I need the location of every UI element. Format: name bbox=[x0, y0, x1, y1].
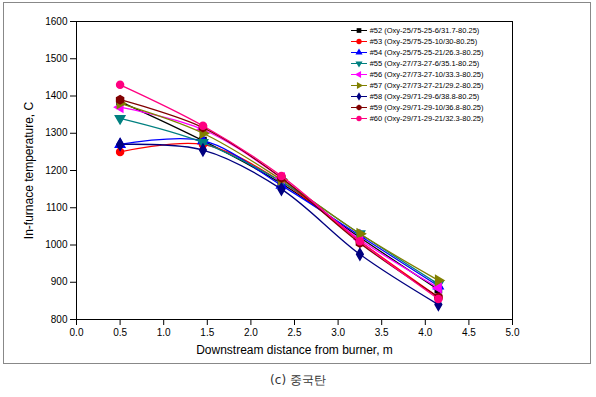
html-text:#55 (Oxy-27/73-27-6/35.1-80.25: #55 (Oxy-27/73-27-6/35.1-80.25) bbox=[369, 58, 480, 68]
svg-text:1.5: 1.5 bbox=[200, 327, 214, 338]
svg-text:2.5: 2.5 bbox=[288, 327, 302, 338]
html-text:#54 (Oxy-25/75-25-21/26.3-80.2: #54 (Oxy-25/75-25-21/26.3-80.25) bbox=[369, 47, 484, 57]
svg-text:1400: 1400 bbox=[45, 90, 68, 101]
svg-text:1200: 1200 bbox=[45, 165, 68, 176]
svg-text:0.5: 0.5 bbox=[113, 327, 127, 338]
svg-text:1000: 1000 bbox=[45, 239, 68, 250]
svg-text:1100: 1100 bbox=[46, 202, 68, 213]
html-text:#59 (Oxy-29/71-29-10/36.8-80.2: #59 (Oxy-29/71-29-10/36.8-80.25) bbox=[369, 102, 484, 112]
html-text:#56 (Oxy-27/73-27-10/33.3-80.2: #56 (Oxy-27/73-27-10/33.3-80.25) bbox=[369, 69, 484, 79]
svg-text:0.0: 0.0 bbox=[70, 327, 84, 338]
html-text:#60 (Oxy-29/71-29-21/32.3-80.2: #60 (Oxy-29/71-29-21/32.3-80.25) bbox=[369, 113, 484, 123]
svg-text:2.0: 2.0 bbox=[244, 327, 258, 338]
svg-text:4.5: 4.5 bbox=[462, 327, 476, 338]
svg-text:4.0: 4.0 bbox=[418, 327, 432, 338]
svg-text:1.0: 1.0 bbox=[157, 327, 171, 338]
svg-text:1600: 1600 bbox=[45, 16, 68, 27]
svg-text:1300: 1300 bbox=[45, 127, 68, 138]
svg-text:5.0: 5.0 bbox=[506, 327, 520, 338]
svg-text:800: 800 bbox=[51, 314, 68, 325]
svg-text:1500: 1500 bbox=[45, 53, 68, 64]
html-text:#57 (Oxy-27/73-27-21/29.2-80.2: #57 (Oxy-27/73-27-21/29.2-80.25) bbox=[369, 80, 484, 90]
html-text:#52 (Oxy-25/75-25-6/31.7-80.25: #52 (Oxy-25/75-25-6/31.7-80.25) bbox=[369, 25, 480, 35]
svg-text:3.0: 3.0 bbox=[331, 327, 345, 338]
svg-text:Downstream distance from burne: Downstream distance from burner, m bbox=[196, 343, 393, 357]
html-text:#53 (Oxy-25/75-25-10/30-80.25): #53 (Oxy-25/75-25-10/30-80.25) bbox=[369, 36, 478, 46]
svg-text:In-furnace temperature, C: In-furnace temperature, C bbox=[22, 101, 36, 239]
html-text:#58 (Oxy-29/71-29-6/38.8-80.25: #58 (Oxy-29/71-29-6/38.8-80.25) bbox=[369, 91, 480, 101]
svg-text:3.5: 3.5 bbox=[375, 327, 389, 338]
svg-text:900: 900 bbox=[51, 276, 68, 287]
html-text:(c) 중국탄: (c) 중국탄 bbox=[270, 373, 326, 387]
